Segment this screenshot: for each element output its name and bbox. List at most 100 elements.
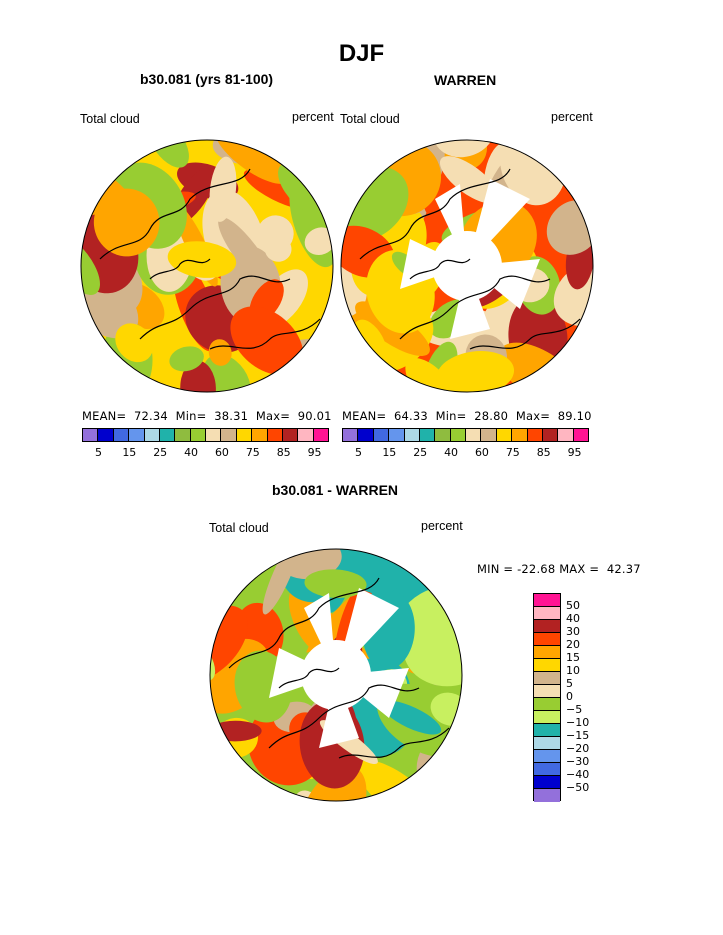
colorbar-tick-label: 30 — [566, 625, 580, 638]
colorbar-obs-ticks: 5 15 25 40 60 75 85 95 — [342, 446, 589, 460]
map-field-region — [218, 217, 274, 288]
colorbar-tick-label: 95 — [567, 446, 582, 459]
colorbar-tick-label: 60 — [214, 446, 229, 459]
colorbar-swatch — [534, 607, 560, 620]
missing-data-region — [301, 640, 371, 710]
panel-obs-stats: MEAN= 64.33 Min= 28.80 Max= 89.10 — [342, 409, 592, 423]
map-field-region — [304, 227, 333, 256]
colorbar-swatch — [542, 429, 559, 441]
colorbar-tick-label: 5 — [354, 446, 362, 459]
map-field-region — [93, 188, 160, 257]
colorbar-tick-label: 50 — [566, 599, 580, 612]
colorbar-swatch — [534, 776, 560, 789]
colorbar-tick-label: 75 — [245, 446, 260, 459]
coastline — [359, 168, 581, 350]
missing-data-region — [432, 231, 502, 301]
map-field-region — [439, 156, 499, 204]
colorbar-swatch — [534, 750, 560, 763]
colorbar-swatch — [113, 429, 130, 441]
colorbar-tick-label: 85 — [276, 446, 291, 459]
colorbar-swatch — [221, 429, 237, 441]
colorbar-tick-label: 25 — [153, 446, 168, 459]
polar-map-obs — [340, 139, 594, 393]
colorbar-tick-label: 95 — [307, 446, 322, 459]
colorbar-obs — [342, 428, 589, 442]
colorbar-swatch — [573, 429, 588, 441]
colorbar-swatch — [267, 429, 283, 441]
map-field-region — [432, 140, 497, 158]
colorbar-swatch — [175, 429, 191, 441]
colorbar-swatch — [481, 429, 497, 441]
diff-variable-label: Total cloud — [209, 521, 269, 535]
colorbar-tick-label: −15 — [566, 729, 590, 742]
colorbar-swatch — [534, 789, 560, 802]
colorbar-tick-label: 5 — [566, 677, 573, 690]
map-field-region — [115, 323, 154, 363]
map-field-region — [180, 360, 216, 392]
map-field-region — [214, 140, 292, 184]
colorbar-swatch — [435, 429, 451, 441]
colorbar-swatch — [534, 763, 560, 776]
diff-minmax: MIN = -22.68 MAX = 42.37 — [477, 562, 641, 576]
colorbar-swatch — [450, 429, 466, 441]
map-field-region — [47, 279, 78, 306]
colorbar-swatch — [313, 429, 328, 441]
panel-model-variable-label: Total cloud — [80, 112, 140, 126]
map-field-region — [264, 236, 292, 262]
panel-obs-units-label: percent — [551, 110, 593, 124]
colorbar-tick-label: 15 — [566, 651, 580, 664]
colorbar-tick-label: 40 — [444, 446, 459, 459]
colorbar-tick-label: −40 — [566, 768, 590, 781]
colorbar-swatch — [496, 429, 513, 441]
colorbar-tick-label: 0 — [566, 690, 573, 703]
colorbar-tick-label: −30 — [566, 755, 590, 768]
map-border — [80, 139, 334, 393]
map-field-region — [202, 354, 251, 392]
panel-obs-variable-label: Total cloud — [340, 112, 400, 126]
coastline — [228, 577, 450, 759]
colorbar-swatch — [144, 429, 160, 441]
map-field-region — [209, 156, 237, 222]
colorbar-model — [82, 428, 329, 442]
colorbar-tick-label: 40 — [184, 446, 199, 459]
map-field-region — [381, 700, 442, 735]
colorbar-swatch — [83, 429, 99, 441]
map-field-region — [230, 306, 304, 376]
map-field-region — [436, 351, 515, 392]
colorbar-swatch — [236, 429, 253, 441]
polar-map-difference — [209, 548, 463, 802]
map-field-region — [167, 241, 237, 278]
colorbar-tick-label: 15 — [382, 446, 397, 459]
colorbar-swatch — [389, 429, 405, 441]
map-field-region — [341, 266, 367, 319]
colorbar-swatch — [534, 620, 560, 633]
colorbar-tick-label: 85 — [536, 446, 551, 459]
colorbar-swatch — [534, 737, 560, 750]
colorbar-tick-label: −10 — [566, 716, 590, 729]
colorbar-tick-label: 20 — [566, 638, 580, 651]
map-field-region — [169, 346, 204, 372]
polar-map-model — [80, 139, 334, 393]
coastline — [99, 168, 321, 350]
map-field-region — [81, 160, 117, 188]
colorbar-swatch — [298, 429, 314, 441]
colorbar-swatch — [534, 633, 560, 646]
colorbar-tick-label: −20 — [566, 742, 590, 755]
colorbar-swatch — [534, 594, 560, 607]
colorbar-swatch — [206, 429, 222, 441]
colorbar-tick-label: 15 — [122, 446, 137, 459]
map-border — [209, 548, 463, 802]
map-field-region — [81, 233, 100, 295]
colorbar-swatch — [534, 698, 560, 711]
map-field-region — [304, 569, 367, 598]
colorbar-model-ticks: 5 15 25 40 60 75 85 95 — [82, 446, 329, 460]
colorbar-swatch — [512, 429, 528, 441]
colorbar-swatch — [558, 429, 574, 441]
map-field-region — [461, 667, 462, 714]
colorbar-swatch — [282, 429, 299, 441]
colorbar-swatch — [419, 429, 436, 441]
colorbar-swatch — [98, 429, 114, 441]
panel-model-stats: MEAN= 72.34 Min= 38.31 Max= 90.01 — [82, 409, 332, 423]
colorbar-tick-label: 5 — [94, 446, 102, 459]
colorbar-swatch — [534, 724, 560, 737]
